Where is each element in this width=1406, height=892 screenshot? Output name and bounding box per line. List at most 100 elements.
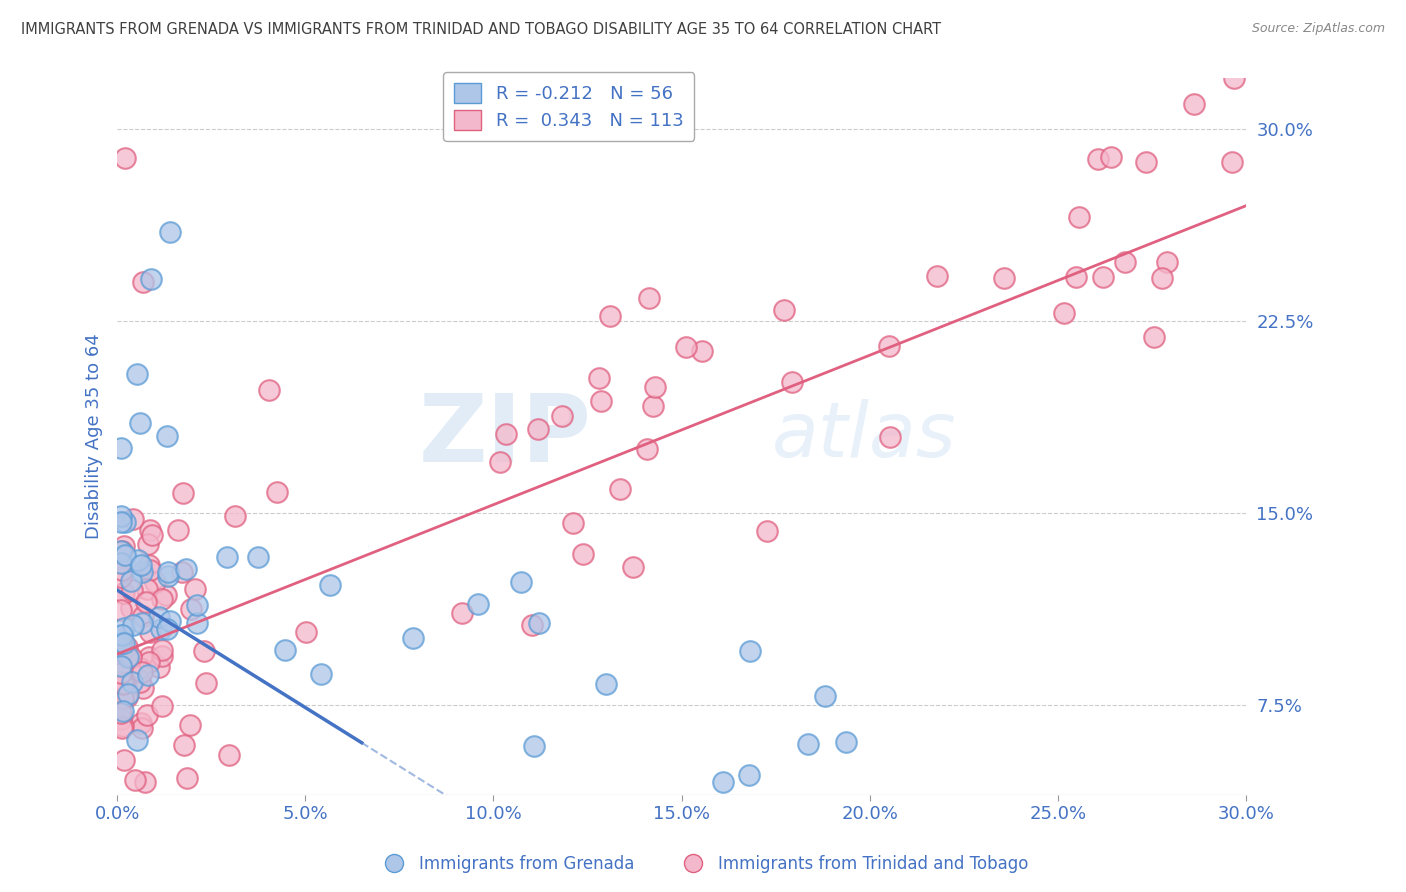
Point bbox=[138, 650, 160, 665]
Point bbox=[121, 675, 143, 690]
Point bbox=[756, 524, 779, 538]
Point bbox=[690, 344, 713, 359]
Point bbox=[319, 578, 342, 592]
Point bbox=[138, 667, 160, 681]
Point bbox=[131, 665, 153, 679]
Point bbox=[117, 650, 139, 665]
Point bbox=[110, 603, 132, 617]
Point bbox=[174, 562, 197, 576]
Point bbox=[117, 690, 139, 704]
Point bbox=[148, 610, 170, 624]
Point bbox=[127, 552, 149, 566]
Point bbox=[110, 556, 132, 570]
Point bbox=[139, 563, 162, 577]
Point bbox=[111, 544, 134, 558]
Point bbox=[120, 574, 142, 588]
Point bbox=[1156, 255, 1178, 269]
Point bbox=[156, 429, 179, 443]
Point bbox=[510, 575, 533, 590]
Point bbox=[141, 528, 163, 542]
Point bbox=[132, 608, 155, 623]
Point bbox=[110, 706, 132, 721]
Point bbox=[451, 606, 474, 620]
Point bbox=[131, 616, 153, 631]
Point bbox=[131, 276, 153, 290]
Point bbox=[636, 442, 658, 456]
Point bbox=[772, 302, 794, 317]
Point bbox=[132, 681, 155, 695]
Text: Source: ZipAtlas.com: Source: ZipAtlas.com bbox=[1251, 22, 1385, 36]
Point bbox=[111, 704, 134, 718]
Point bbox=[551, 409, 574, 423]
Point bbox=[135, 595, 157, 609]
Point bbox=[124, 773, 146, 788]
Point bbox=[139, 272, 162, 286]
Point bbox=[195, 676, 218, 690]
Point bbox=[311, 667, 333, 681]
Point bbox=[155, 588, 177, 602]
Point bbox=[796, 737, 818, 751]
Point bbox=[637, 291, 659, 305]
Legend: Immigrants from Grenada, Immigrants from Trinidad and Tobago: Immigrants from Grenada, Immigrants from… bbox=[371, 848, 1035, 880]
Point bbox=[112, 636, 135, 650]
Point bbox=[879, 430, 901, 444]
Point bbox=[186, 616, 208, 631]
Y-axis label: Disability Age 35 to 64: Disability Age 35 to 64 bbox=[86, 334, 103, 540]
Point bbox=[127, 367, 149, 381]
Point bbox=[136, 707, 159, 722]
Point bbox=[780, 375, 803, 389]
Point bbox=[131, 558, 153, 572]
Point bbox=[129, 661, 152, 675]
Point bbox=[571, 547, 593, 561]
Point bbox=[110, 562, 132, 576]
Point bbox=[489, 454, 512, 468]
Point bbox=[150, 591, 173, 606]
Point bbox=[152, 698, 174, 713]
Point bbox=[173, 739, 195, 753]
Point bbox=[1114, 255, 1136, 269]
Point bbox=[110, 509, 132, 524]
Point bbox=[179, 718, 201, 732]
Point bbox=[176, 771, 198, 785]
Point bbox=[1182, 96, 1205, 111]
Point bbox=[740, 644, 762, 658]
Point bbox=[927, 268, 949, 283]
Point bbox=[110, 628, 132, 642]
Point bbox=[588, 371, 610, 385]
Point bbox=[122, 618, 145, 632]
Point bbox=[131, 716, 153, 731]
Point bbox=[835, 734, 858, 748]
Point bbox=[120, 650, 142, 665]
Point bbox=[186, 598, 208, 612]
Point bbox=[675, 340, 697, 354]
Point bbox=[172, 565, 194, 579]
Text: IMMIGRANTS FROM GRENADA VS IMMIGRANTS FROM TRINIDAD AND TOBAGO DISABILITY AGE 35: IMMIGRANTS FROM GRENADA VS IMMIGRANTS FR… bbox=[21, 22, 941, 37]
Point bbox=[148, 660, 170, 674]
Point bbox=[131, 722, 153, 736]
Point bbox=[138, 558, 160, 573]
Point bbox=[110, 632, 132, 646]
Point bbox=[111, 644, 134, 658]
Point bbox=[114, 548, 136, 562]
Point bbox=[114, 753, 136, 767]
Point bbox=[110, 515, 132, 529]
Point bbox=[295, 625, 318, 640]
Point bbox=[128, 416, 150, 430]
Point bbox=[527, 615, 550, 630]
Point bbox=[138, 656, 160, 670]
Point bbox=[112, 539, 135, 553]
Point bbox=[139, 625, 162, 640]
Point bbox=[595, 677, 617, 691]
Point bbox=[520, 618, 543, 632]
Point bbox=[115, 640, 138, 654]
Point bbox=[110, 556, 132, 570]
Point bbox=[156, 568, 179, 582]
Point bbox=[157, 565, 180, 579]
Point bbox=[143, 574, 166, 589]
Point bbox=[150, 648, 173, 663]
Point bbox=[134, 775, 156, 789]
Point bbox=[993, 270, 1015, 285]
Point bbox=[112, 718, 135, 732]
Point bbox=[1091, 269, 1114, 284]
Point bbox=[877, 339, 900, 353]
